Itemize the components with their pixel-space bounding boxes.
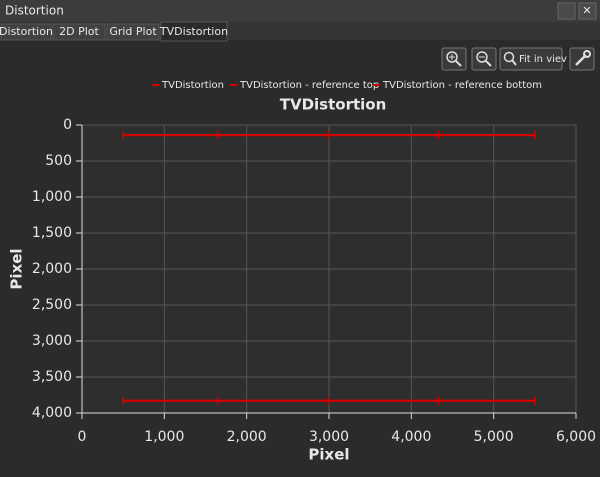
y-tick-label: 500 bbox=[45, 153, 72, 169]
title-bar bbox=[0, 0, 600, 22]
tab[interactable] bbox=[160, 21, 228, 42]
x-tick-label: 6,000 bbox=[556, 429, 596, 445]
y-tick-label: 4,000 bbox=[32, 405, 72, 421]
y-tick-label: 1,000 bbox=[32, 189, 72, 205]
x-tick-label: 3,000 bbox=[309, 429, 349, 445]
x-tick-label: 2,000 bbox=[227, 429, 267, 445]
tab-label: Grid Plot bbox=[109, 25, 157, 38]
tab-label: Distortion bbox=[0, 25, 53, 38]
wrench-icon bbox=[583, 50, 591, 58]
x-tick-label: 4,000 bbox=[391, 429, 431, 445]
x-tick-label: 1,000 bbox=[144, 429, 184, 445]
zoom-out-button[interactable] bbox=[471, 47, 497, 71]
y-axis-title: Pixel bbox=[8, 248, 26, 289]
legend-label: TVDistortion - reference bottom bbox=[382, 80, 542, 91]
zoom-in-icon bbox=[446, 51, 458, 63]
tab-label: TVDistortion bbox=[159, 25, 228, 38]
fit-label: Fit in viev bbox=[519, 54, 567, 65]
y-tick-label: 3,500 bbox=[32, 369, 72, 385]
close-button[interactable] bbox=[578, 2, 597, 20]
x-tick-label: 0 bbox=[78, 429, 87, 445]
y-tick-label: 3,000 bbox=[32, 333, 72, 349]
x-tick-label: 5,000 bbox=[474, 429, 514, 445]
zoom-in-button[interactable] bbox=[441, 47, 467, 71]
tab[interactable] bbox=[0, 23, 52, 41]
y-tick-label: 1,500 bbox=[32, 225, 72, 241]
x-axis-title: Pixel bbox=[308, 446, 349, 464]
zoom-in-icon bbox=[455, 60, 462, 67]
window-title: Distortion bbox=[5, 4, 64, 18]
tab-label: 2D Plot bbox=[59, 25, 99, 38]
zoom-out-icon bbox=[485, 60, 492, 67]
zoom-out-icon bbox=[476, 51, 488, 63]
tab[interactable] bbox=[52, 23, 106, 41]
y-tick-label: 0 bbox=[63, 117, 72, 133]
close-icon: ✕ bbox=[582, 4, 591, 17]
fit-icon bbox=[503, 51, 515, 63]
tab[interactable] bbox=[106, 23, 160, 41]
legend-label: TVDistortion bbox=[161, 80, 224, 91]
y-tick-label: 2,500 bbox=[32, 297, 72, 313]
float-button[interactable] bbox=[557, 2, 576, 20]
legend-label: TVDistortion - reference top bbox=[239, 80, 379, 91]
fit-icon bbox=[511, 59, 517, 66]
chart-title: TVDistortion bbox=[280, 96, 387, 114]
y-tick-label: 2,000 bbox=[32, 261, 72, 277]
